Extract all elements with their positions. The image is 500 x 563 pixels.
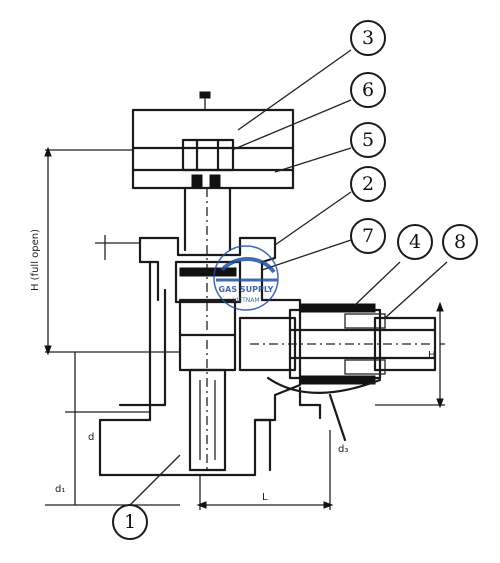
balloon-8-label: 8 xyxy=(454,231,466,253)
side-outlet xyxy=(238,303,445,394)
dim-d3: d₃ xyxy=(338,444,348,455)
balloon-3-label: 3 xyxy=(362,27,374,49)
balloon-4-label: 4 xyxy=(409,231,421,253)
lower-flange xyxy=(298,386,347,442)
balloon-6: 6 xyxy=(350,72,386,108)
balloon-5: 5 xyxy=(350,122,386,158)
balloon-1: 1 xyxy=(112,504,148,540)
handwheel xyxy=(131,91,295,190)
balloon-2-label: 2 xyxy=(362,173,374,195)
dim-vertical-note: H (full open) xyxy=(30,229,41,291)
watermark-sub: VIETNAM xyxy=(232,297,259,304)
balloon-7: 7 xyxy=(350,218,386,254)
gas-supply-watermark: GAS SUPPLY VIETNAM xyxy=(213,245,279,311)
dim-H: H xyxy=(428,350,436,361)
valve-body xyxy=(98,260,302,477)
car-roof-icon xyxy=(220,257,276,274)
balloon-1-label: 1 xyxy=(124,511,136,533)
stem-nut xyxy=(181,138,235,188)
dimension-lines: H (full open) d₁ d d₃ H L xyxy=(30,146,445,510)
dim-L: L xyxy=(262,492,268,503)
balloon-3: 3 xyxy=(350,20,386,56)
valve-stem xyxy=(183,186,232,470)
balloon-2: 2 xyxy=(350,166,386,202)
balloon-5-label: 5 xyxy=(362,129,374,151)
balloon-6-label: 6 xyxy=(362,79,374,101)
balloon-7-label: 7 xyxy=(362,225,374,247)
balloon-4: 4 xyxy=(397,224,433,260)
dim-d: d xyxy=(88,432,94,443)
dim-d1: d₁ xyxy=(55,484,65,495)
leader-lines xyxy=(129,49,448,506)
watermark-brand: GAS SUPPLY xyxy=(219,285,274,294)
balloon-8: 8 xyxy=(442,224,478,260)
